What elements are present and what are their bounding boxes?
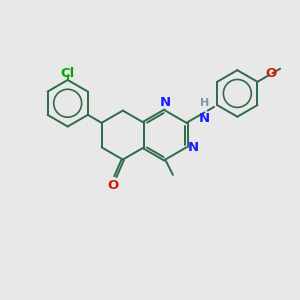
Text: N: N bbox=[160, 96, 171, 109]
Text: Cl: Cl bbox=[61, 67, 75, 80]
Text: H: H bbox=[200, 98, 209, 108]
Text: O: O bbox=[266, 68, 277, 80]
Text: N: N bbox=[188, 141, 199, 154]
Text: N: N bbox=[199, 112, 210, 125]
Text: O: O bbox=[107, 179, 118, 192]
